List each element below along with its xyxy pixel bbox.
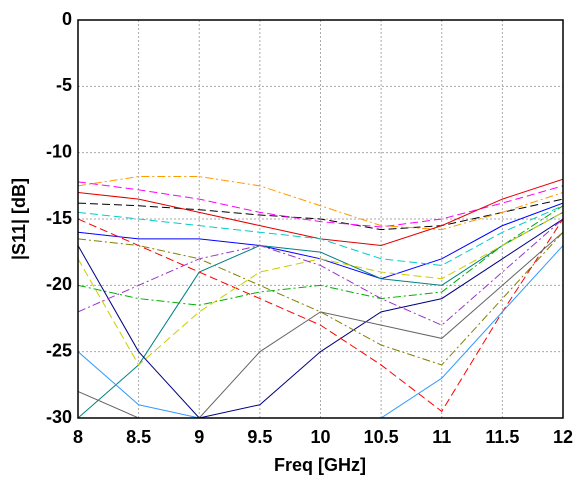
series-line xyxy=(78,205,563,266)
y-tick-label: -25 xyxy=(46,340,72,360)
y-axis-label: |S11| [dB] xyxy=(9,178,29,260)
series-line xyxy=(78,176,563,231)
series-line xyxy=(78,205,563,306)
series-line xyxy=(78,218,563,413)
x-axis-label: Freq [GHz] xyxy=(274,455,366,475)
series-line xyxy=(78,211,563,418)
series-line xyxy=(78,218,563,418)
plot-frame xyxy=(77,19,564,419)
x-tick-label: 9 xyxy=(194,427,204,447)
x-tick-label: 9.5 xyxy=(247,427,272,447)
series-line xyxy=(78,198,563,231)
y-tick-label: -10 xyxy=(46,141,72,161)
y-tick-label: 0 xyxy=(62,9,72,29)
x-tick-label: 11.5 xyxy=(485,427,519,447)
y-tick-label: -20 xyxy=(46,274,72,294)
y-tick-label: -5 xyxy=(56,75,72,95)
x-tick-label: 10.5 xyxy=(364,427,399,447)
series-line xyxy=(78,211,563,366)
series-line xyxy=(78,231,563,418)
lines xyxy=(78,176,563,418)
x-tick-label: 8.5 xyxy=(126,427,151,447)
x-tick-label: 10 xyxy=(310,427,330,447)
y-tick-label: -30 xyxy=(46,407,72,427)
series-line xyxy=(78,218,563,326)
series-line xyxy=(78,231,563,366)
x-tick-label: 12 xyxy=(553,427,573,447)
y-tick-label: -15 xyxy=(46,208,72,228)
x-tick-label: 8 xyxy=(73,427,83,447)
x-tick-label: 11 xyxy=(432,427,451,447)
series-line xyxy=(78,245,563,418)
